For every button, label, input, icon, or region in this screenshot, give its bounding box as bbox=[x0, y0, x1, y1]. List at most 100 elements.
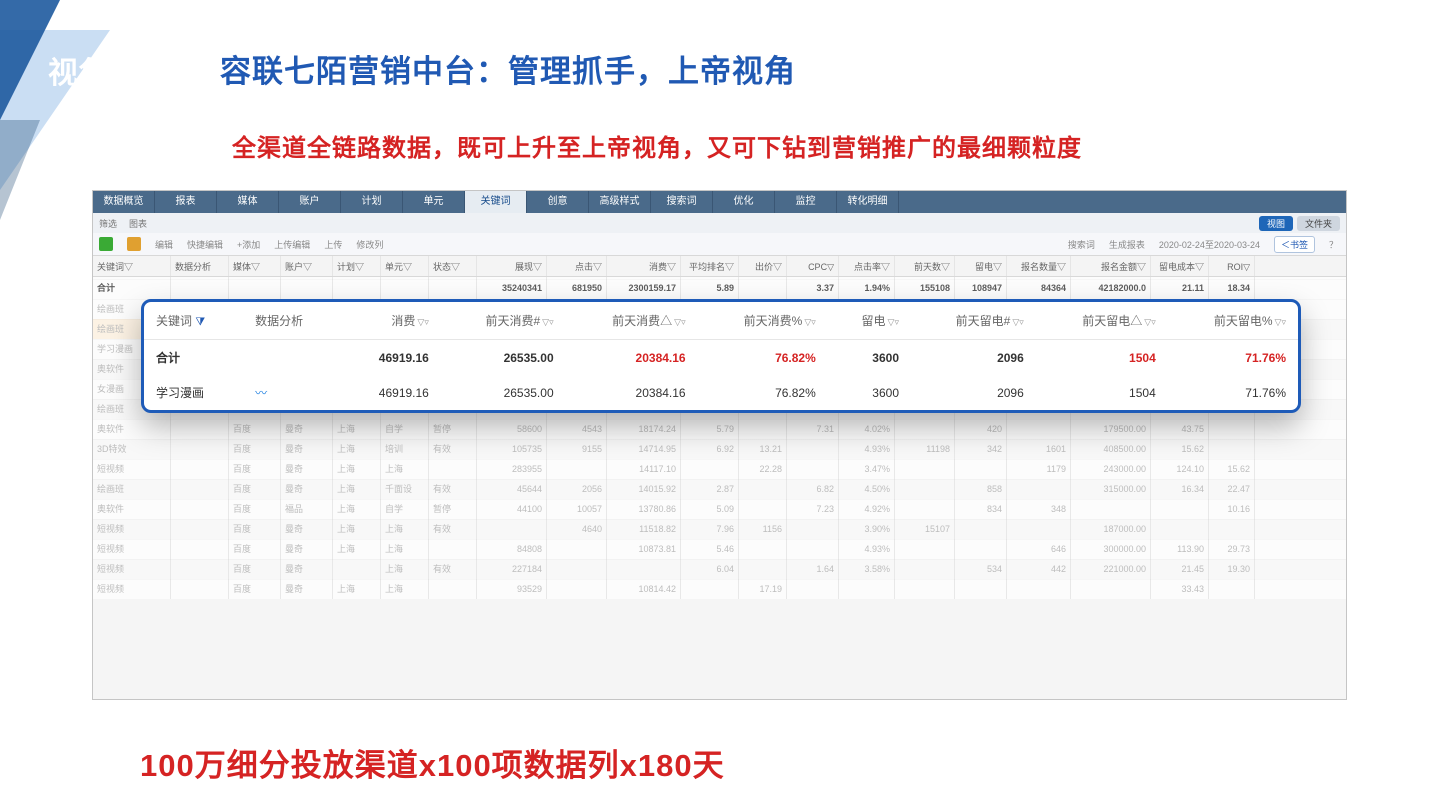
toolbar1-filter[interactable]: 筛选 bbox=[99, 217, 117, 230]
full-col-header[interactable]: 单元▽ bbox=[381, 256, 429, 276]
table-cell: 6.82 bbox=[787, 479, 839, 499]
full-col-header[interactable]: 账户▽ bbox=[281, 256, 333, 276]
search-placeholder[interactable]: 搜索词 bbox=[1068, 238, 1095, 251]
full-col-header[interactable]: ROI▽ bbox=[1209, 256, 1255, 276]
table-cell: 342 bbox=[955, 439, 1007, 459]
full-col-header[interactable]: 数据分析 bbox=[171, 256, 229, 276]
table-cell: 21.11 bbox=[1151, 277, 1209, 299]
tab-7[interactable]: 创意 bbox=[527, 191, 589, 213]
full-col-header[interactable]: 报名金额▽ bbox=[1071, 256, 1151, 276]
tab-5[interactable]: 单元 bbox=[403, 191, 465, 213]
full-col-header[interactable]: 前天数▽ bbox=[895, 256, 955, 276]
chart-icon[interactable]: 〰 bbox=[255, 386, 267, 400]
table-cell: 福品 bbox=[281, 499, 333, 519]
popout-col-header[interactable]: 关键词 ⧩ bbox=[144, 302, 243, 340]
table-cell: 百度 bbox=[229, 539, 281, 559]
table-cell: 百度 bbox=[229, 439, 281, 459]
full-col-header[interactable]: 消费▽ bbox=[607, 256, 681, 276]
popout-col-header[interactable]: 留电▽▿ bbox=[828, 302, 911, 340]
table-cell bbox=[171, 539, 229, 559]
full-col-header[interactable]: 媒体▽ bbox=[229, 256, 281, 276]
table-cell: 5.79 bbox=[681, 419, 739, 439]
full-col-header[interactable]: 报名数量▽ bbox=[1007, 256, 1071, 276]
tb2-add[interactable]: +添加 bbox=[237, 238, 260, 251]
full-col-header[interactable]: CPC▽ bbox=[787, 256, 839, 276]
table-cell: 2300159.17 bbox=[607, 277, 681, 299]
table-cell: 44100 bbox=[477, 499, 547, 519]
table-cell: 4.93% bbox=[839, 439, 895, 459]
table-row: 短视频百度曼奇上海上海9352910814.4217.1933.43 bbox=[93, 579, 1346, 599]
tab-6[interactable]: 关键词 bbox=[465, 191, 527, 213]
full-col-header[interactable]: 计划▽ bbox=[333, 256, 381, 276]
popout-col-header[interactable]: 前天消费#▽▿ bbox=[441, 302, 566, 340]
slide-corner-label: 视角 bbox=[48, 48, 108, 92]
full-col-header[interactable]: 展现▽ bbox=[477, 256, 547, 276]
full-col-header[interactable]: 点击▽ bbox=[547, 256, 607, 276]
full-col-header[interactable]: 平均排名▽ bbox=[681, 256, 739, 276]
bookmark-button[interactable]: ＜书签 bbox=[1274, 236, 1315, 253]
popout-cell: 1504 bbox=[1036, 340, 1168, 376]
table-cell bbox=[787, 539, 839, 559]
full-col-header[interactable]: 状态▽ bbox=[429, 256, 477, 276]
popout-col-header[interactable]: 前天留电△▽▿ bbox=[1036, 302, 1168, 340]
table-cell: 2.87 bbox=[681, 479, 739, 499]
tab-9[interactable]: 搜索词 bbox=[651, 191, 713, 213]
table-cell: 45644 bbox=[477, 479, 547, 499]
table-cell: 33.43 bbox=[1151, 579, 1209, 599]
table-cell: 16.34 bbox=[1151, 479, 1209, 499]
table-cell: 14015.92 bbox=[607, 479, 681, 499]
help-icon[interactable]: ？ bbox=[1329, 238, 1338, 251]
play-icon[interactable] bbox=[99, 237, 113, 251]
full-col-header[interactable]: 出价▽ bbox=[739, 256, 787, 276]
popout-col-header[interactable]: 前天消费%▽▿ bbox=[698, 302, 828, 340]
table-cell bbox=[739, 479, 787, 499]
tb2-upload[interactable]: 上传 bbox=[324, 238, 342, 251]
table-cell: 曼奇 bbox=[281, 579, 333, 599]
table-cell: 283955 bbox=[477, 459, 547, 479]
table-cell: 442 bbox=[1007, 559, 1071, 579]
table-cell bbox=[739, 559, 787, 579]
table-cell: 93529 bbox=[477, 579, 547, 599]
table-cell bbox=[333, 277, 381, 299]
tb2-modifycol[interactable]: 修改列 bbox=[356, 238, 383, 251]
tab-2[interactable]: 媒体 bbox=[217, 191, 279, 213]
popout-col-header[interactable]: 前天消费△▽▿ bbox=[566, 302, 698, 340]
tab-4[interactable]: 计划 bbox=[341, 191, 403, 213]
popout-col-header[interactable]: 消费▽▿ bbox=[341, 302, 441, 340]
tb2-edit[interactable]: 编辑 bbox=[155, 238, 173, 251]
full-col-header[interactable]: 点击率▽ bbox=[839, 256, 895, 276]
table-cell bbox=[1151, 499, 1209, 519]
tab-10[interactable]: 优化 bbox=[713, 191, 775, 213]
table-cell bbox=[607, 559, 681, 579]
date-range[interactable]: 2020-02-24至2020-03-24 bbox=[1159, 238, 1260, 251]
tab-0[interactable]: 数据概览 bbox=[93, 191, 155, 213]
gen-report-button[interactable]: 生成报表 bbox=[1109, 238, 1145, 251]
table-cell: 84808 bbox=[477, 539, 547, 559]
popout-cell: 46919.16 bbox=[341, 340, 441, 376]
popout-col-header[interactable]: 数据分析 bbox=[243, 302, 341, 340]
pill-view[interactable]: 视图 bbox=[1259, 216, 1293, 231]
table-cell: 百度 bbox=[229, 519, 281, 539]
table-cell: 短视频 bbox=[93, 519, 171, 539]
table-row: 短视频百度曼奇上海上海有效464011518.827.9611563.90%15… bbox=[93, 519, 1346, 539]
pause-icon[interactable] bbox=[127, 237, 141, 251]
full-col-header[interactable]: 关键词▽ bbox=[93, 256, 171, 276]
tab-3[interactable]: 账户 bbox=[279, 191, 341, 213]
tb2-uploadedit[interactable]: 上传编辑 bbox=[274, 238, 310, 251]
full-col-header[interactable]: 留电成本▽ bbox=[1151, 256, 1209, 276]
tab-1[interactable]: 报表 bbox=[155, 191, 217, 213]
tab-11[interactable]: 监控 bbox=[775, 191, 837, 213]
popout-col-header[interactable]: 前天留电#▽▿ bbox=[911, 302, 1036, 340]
full-col-header[interactable]: 留电▽ bbox=[955, 256, 1007, 276]
table-cell: 短视频 bbox=[93, 539, 171, 559]
table-cell: 348 bbox=[1007, 499, 1071, 519]
table-row: 奥软件百度福品上海自学暂停441001005713780.865.097.234… bbox=[93, 499, 1346, 519]
table-cell bbox=[1007, 579, 1071, 599]
toolbar1-chart[interactable]: 图表 bbox=[129, 217, 147, 230]
tab-8[interactable]: 高级样式 bbox=[589, 191, 651, 213]
table-cell bbox=[681, 459, 739, 479]
pill-folder[interactable]: 文件夹 bbox=[1297, 216, 1340, 231]
tb2-quickedit[interactable]: 快捷编辑 bbox=[187, 238, 223, 251]
popout-col-header[interactable]: 前天留电%▽▿ bbox=[1168, 302, 1298, 340]
tab-12[interactable]: 转化明细 bbox=[837, 191, 899, 213]
